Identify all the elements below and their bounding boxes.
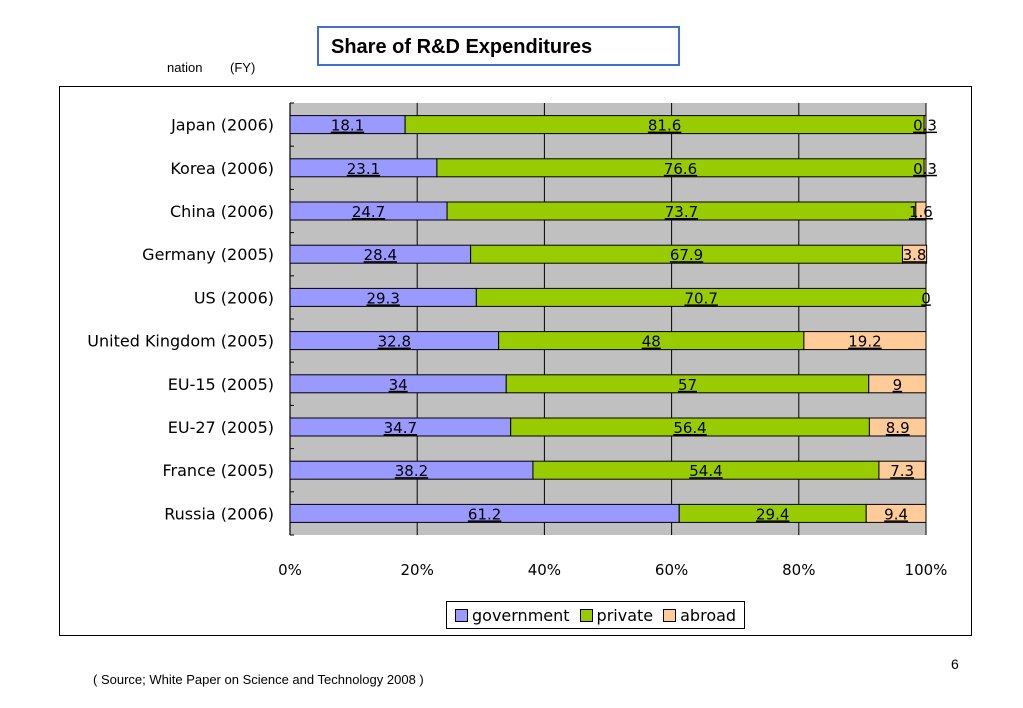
legend-swatch [663, 608, 677, 622]
category-label: Germany (2005) [142, 245, 274, 264]
x-tick-label: 0% [278, 561, 302, 579]
category-label: United Kingdom (2005) [87, 332, 274, 351]
category-label: France (2005) [163, 461, 275, 480]
data-label-abroad: 19.2 [848, 333, 881, 351]
data-label-abroad: 3.8 [903, 246, 927, 264]
data-label-private: 56.4 [673, 419, 706, 437]
page-number: 6 [951, 656, 959, 672]
data-label-abroad: 9 [893, 376, 903, 394]
category-label: Japan (2006) [170, 116, 274, 135]
data-label-abroad: 9.4 [884, 505, 908, 523]
data-label-government: 29.3 [366, 289, 399, 307]
data-label-private: 76.6 [664, 160, 697, 178]
category-label: EU-15 (2005) [168, 375, 274, 394]
legend-item-government: government [455, 606, 570, 625]
legend-label: government [472, 605, 570, 625]
data-label-government: 61.2 [468, 505, 501, 523]
data-label-government: 24.7 [352, 203, 385, 221]
data-label-government: 34.7 [384, 419, 417, 437]
category-label: Russia (2006) [164, 504, 274, 523]
x-tick-label: 20% [401, 561, 434, 579]
chart-legend: government private abroad [446, 601, 746, 629]
category-label: US (2006) [194, 288, 274, 307]
source-note: ( Source; White Paper on Science and Tec… [93, 672, 424, 687]
x-tick-label: 80% [782, 561, 815, 579]
stacked-bar-chart: 18.1 81.6 0.3 Japan (2006) 23.1 76.6 0.3 Korea … [87, 102, 948, 579]
data-label-private: 57 [678, 376, 697, 394]
data-label-private: 67.9 [670, 246, 703, 264]
bar-abroad [923, 158, 927, 178]
data-label-government: 34 [389, 376, 408, 394]
bar-abroad [915, 201, 927, 221]
data-label-private: 81.6 [648, 117, 681, 135]
legend-label: private [596, 605, 654, 625]
legend-item-abroad: abroad [663, 606, 736, 625]
fiscal-year-header: (FY) [230, 60, 256, 75]
data-label-abroad: 7.3 [890, 462, 914, 480]
bar-abroad [923, 115, 927, 135]
bar-abroad [868, 417, 927, 437]
data-label-government: 32.8 [378, 333, 411, 351]
data-label-government: 38.2 [395, 462, 428, 480]
nation-axis-header: nation [167, 60, 203, 75]
bar-abroad [878, 460, 926, 480]
x-tick-label: 60% [655, 561, 688, 579]
category-label: Korea (2006) [170, 159, 274, 178]
data-label-abroad: 0.3 [913, 117, 937, 135]
legend-swatch [579, 608, 593, 622]
x-tick-label: 40% [528, 561, 561, 579]
data-label-private: 70.7 [684, 289, 717, 307]
data-label-private: 73.7 [665, 203, 698, 221]
chart-frame: 18.1 81.6 0.3 Japan (2006) 23.1 76.6 0.3 Korea … [59, 86, 972, 636]
bar-abroad [901, 244, 928, 264]
data-label-abroad: 0.3 [913, 160, 937, 178]
data-label-government: 23.1 [347, 160, 380, 178]
data-label-private: 48 [642, 333, 661, 351]
bar-private [475, 287, 927, 307]
data-label-government: 28.4 [364, 246, 397, 264]
data-label-abroad: 8.9 [886, 419, 910, 437]
data-label-government: 18.1 [331, 117, 364, 135]
bar-abroad [868, 374, 927, 394]
legend-swatch [455, 608, 468, 622]
data-label-abroad: 0 [921, 289, 931, 307]
category-label: EU-27 (2005) [168, 418, 274, 437]
chart-title: Share of R&D Expenditures [331, 36, 593, 58]
legend-item-private: private [579, 605, 654, 625]
x-tick-label: 100% [905, 561, 948, 579]
category-label: China (2006) [170, 202, 274, 221]
bar-abroad [865, 503, 927, 523]
data-label-private: 29.4 [756, 505, 789, 523]
bar-abroad [803, 331, 927, 351]
data-label-private: 54.4 [689, 462, 722, 480]
legend-label: abroad [680, 605, 737, 625]
data-label-abroad: 1.6 [909, 203, 933, 221]
chart-title-box: Share of R&D Expenditures [317, 26, 680, 66]
